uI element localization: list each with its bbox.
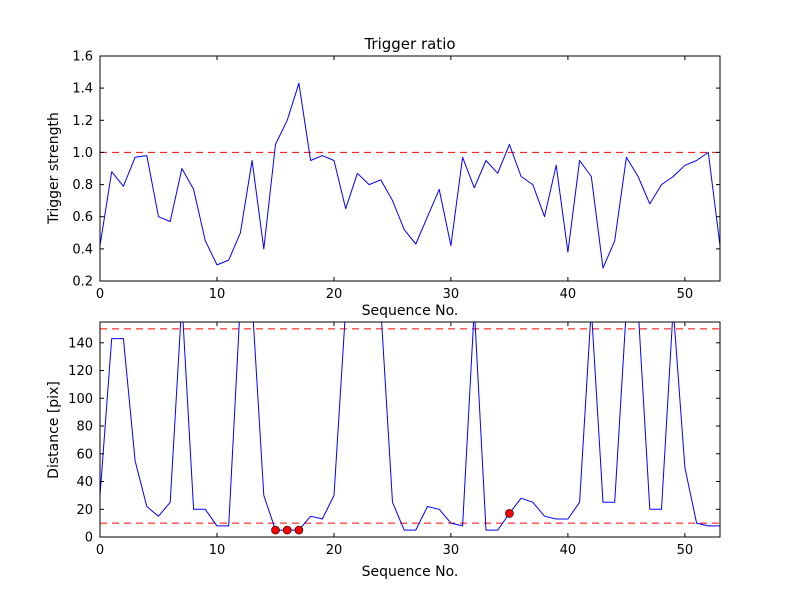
axes-frame [99, 55, 721, 282]
marker-dot [282, 525, 292, 535]
marker-dot [505, 509, 514, 518]
x-tick-label: 30 [443, 543, 460, 558]
axes-frame [99, 321, 721, 538]
y-tick-label: 0 [85, 531, 93, 546]
x-tick-label: 40 [560, 543, 577, 558]
y-tick-label: 80 [76, 420, 93, 435]
chart-title: Trigger ratio [363, 35, 455, 53]
x-tick-label: 30 [443, 287, 460, 302]
x-tick-label: 20 [326, 543, 343, 558]
plot-area-0 [100, 82, 720, 269]
y-tick-label: 120 [68, 364, 93, 379]
x-tick-label: 10 [209, 543, 226, 558]
y-tick-label: 0.4 [72, 242, 93, 257]
y-tick-label: 20 [76, 503, 93, 518]
y-tick-label: 100 [68, 392, 93, 407]
x-tick-label: 10 [209, 287, 226, 302]
y-tick-label: 140 [68, 336, 93, 351]
bottom-x-axis-label: Sequence No. [362, 564, 459, 580]
data-line-distance [100, 322, 720, 531]
plot-area-1 [100, 322, 720, 535]
y-tick-label: 60 [76, 447, 93, 462]
x-tick-label: 40 [560, 287, 577, 302]
y-tick-label: 1.0 [72, 146, 93, 161]
y-tick-label: 1.4 [72, 82, 93, 97]
y-tick-label: 1.2 [72, 114, 93, 129]
y-tick-label: 0.2 [72, 275, 93, 290]
y-tick-label: 40 [76, 475, 93, 490]
marker-dot [271, 525, 280, 535]
x-tick-label: 0 [96, 543, 104, 558]
x-tick-label: 50 [677, 287, 694, 302]
x-tick-label: 50 [677, 543, 694, 558]
data-line-trigger-strength [100, 82, 720, 269]
marker-dot [294, 525, 304, 535]
y-tick-label: 1.6 [72, 50, 93, 65]
top-y-axis-label: Trigger strength [46, 112, 62, 225]
y-tick-label: 0.8 [72, 178, 93, 193]
top-x-axis-label: Sequence No. [362, 303, 459, 319]
y-tick-label: 0.6 [72, 210, 93, 225]
bottom-y-axis-label: Distance [pix] [46, 381, 62, 479]
x-tick-label: 20 [326, 287, 343, 302]
x-tick-label: 0 [96, 287, 104, 302]
